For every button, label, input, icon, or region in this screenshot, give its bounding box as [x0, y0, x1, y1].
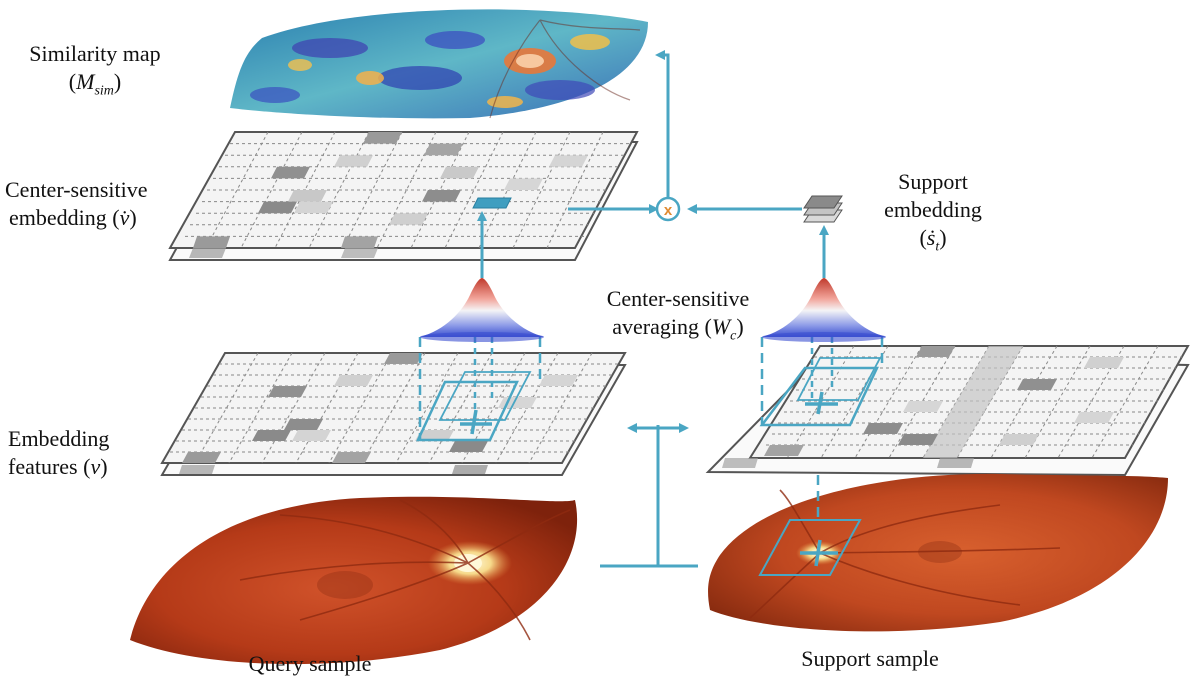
paren-close: ) [100, 454, 108, 479]
m-subscript: sim [94, 83, 114, 99]
support-embedding-symbol: (ṡt) [858, 224, 1008, 261]
embedding-features-label: Embedding features (v) [8, 425, 109, 481]
arrow-multiply-to-similarity [655, 50, 670, 198]
similarity-map-title: Similarity map [29, 41, 161, 66]
connector-samples [600, 425, 660, 568]
averaging-line2: averaging (Wc) [578, 313, 778, 350]
support-center-window [758, 337, 884, 576]
averaging-label: Center-sensitive averaging (Wc) [578, 285, 778, 350]
support-retina-image [708, 473, 1168, 632]
averaging-text: averaging ( [612, 314, 712, 339]
center-embedding-symbol: v̇ [119, 205, 130, 230]
support-embedding-line1: Support [898, 169, 968, 194]
similarity-map [230, 9, 648, 119]
paren-close: ) [736, 314, 744, 339]
support-embedding-label: Support embedding (ṡt) [858, 168, 1008, 261]
center-embedding-grid [168, 131, 639, 261]
paren-open: ( [68, 69, 77, 94]
center-embedding-label: Center-sensitive embedding (v̇) [5, 176, 148, 232]
query-retina-image [130, 496, 578, 665]
similarity-map-label: Similarity map (Msim) [0, 40, 190, 105]
paren-close: ) [113, 69, 122, 94]
embedding-features-line2: features (v) [8, 453, 109, 481]
support-embedding-stack [803, 195, 843, 223]
query-sample-label: Query sample [248, 651, 372, 676]
w-subscript: c [730, 328, 737, 344]
v-symbol: v [90, 454, 101, 479]
w-symbol: W [711, 314, 731, 339]
s-subscript: t [935, 239, 940, 255]
support-sample-label: Support sample [801, 646, 939, 671]
center-embedding-line1: Center-sensitive [5, 177, 148, 202]
center-embedding-line2: embedding (v̇) [5, 204, 148, 232]
support-gaussian-bell [762, 278, 886, 342]
embedding-features-line1: Embedding [8, 426, 110, 451]
paren-close: ) [129, 205, 137, 230]
center-embedding-text: embedding ( [9, 205, 120, 230]
support-embedding-line2: embedding [884, 197, 982, 222]
query-embedding-grid [160, 352, 627, 476]
query-gaussian-bell [420, 278, 544, 342]
multiply-operator: x [655, 196, 681, 222]
m-symbol: M [76, 69, 95, 94]
paren-close: ) [939, 225, 947, 250]
support-embedding-grid [705, 345, 1190, 477]
query-center-window [416, 337, 542, 442]
paren-open: ( [919, 225, 927, 250]
s-symbol: ṡ [926, 225, 936, 250]
embedding-features-text: features ( [8, 454, 91, 479]
averaging-line1: Center-sensitive [606, 286, 750, 311]
multiply-symbol: x [664, 202, 673, 219]
similarity-map-symbol: (Msim) [0, 68, 190, 105]
flow-arrows [477, 50, 829, 568]
